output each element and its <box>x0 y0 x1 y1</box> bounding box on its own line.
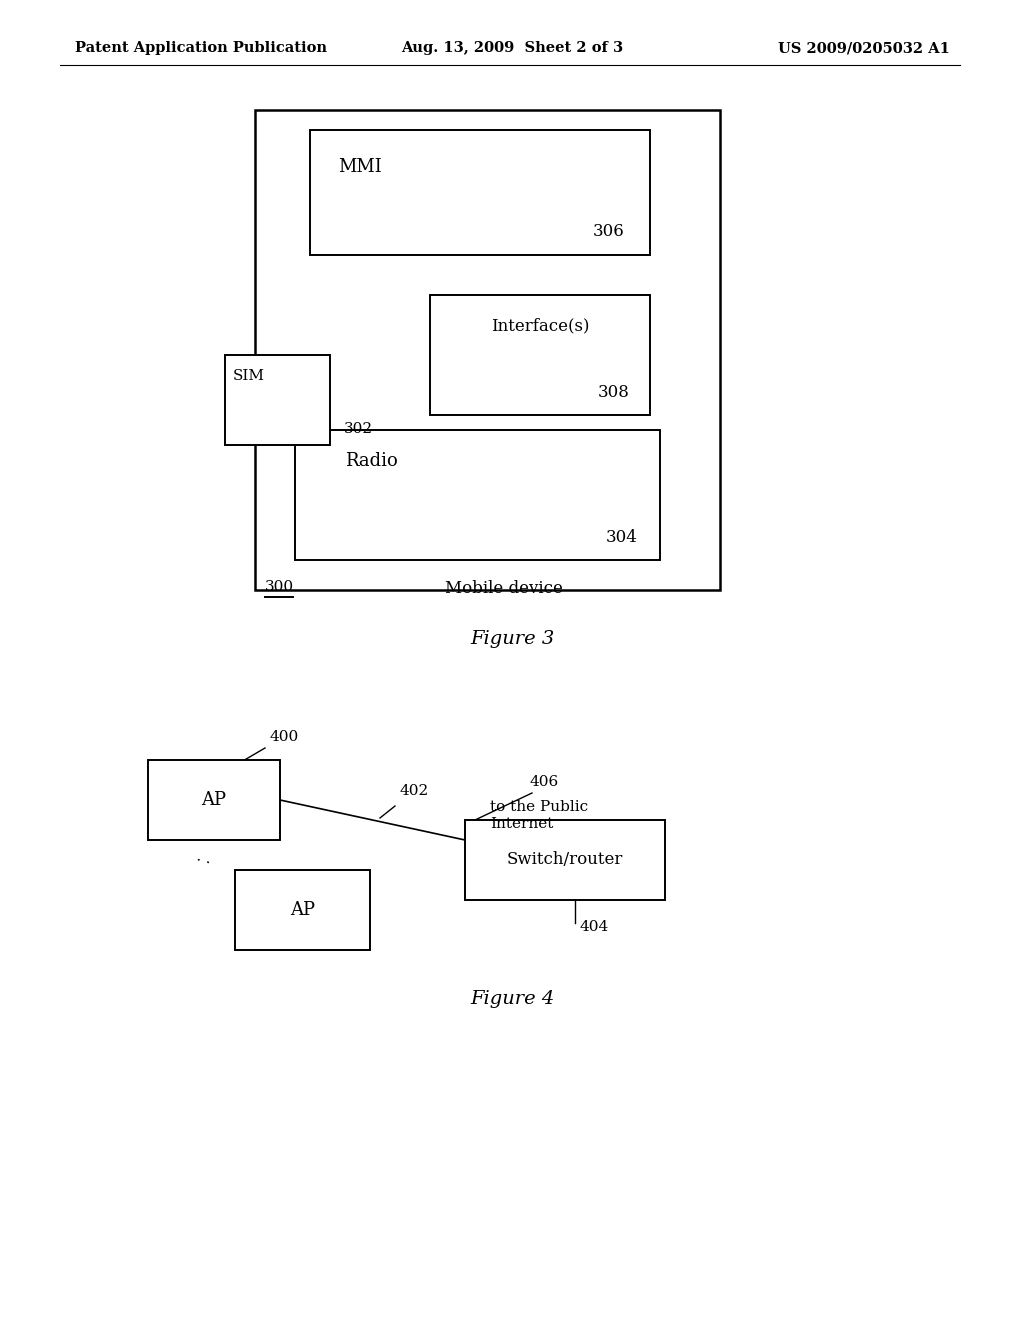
Bar <box>295 430 660 560</box>
Text: Figure 4: Figure 4 <box>470 990 554 1008</box>
Text: 308: 308 <box>598 384 630 401</box>
Text: Switch/router: Switch/router <box>507 851 624 869</box>
Text: US 2009/0205032 A1: US 2009/0205032 A1 <box>778 41 950 55</box>
Text: Patent Application Publication: Patent Application Publication <box>75 41 327 55</box>
Bar <box>234 870 370 950</box>
Text: to the Public
Internet: to the Public Internet <box>490 800 588 832</box>
Text: 406: 406 <box>530 775 559 789</box>
Text: 402: 402 <box>400 784 429 799</box>
Text: AP: AP <box>290 902 315 919</box>
Bar <box>255 110 720 590</box>
Text: 404: 404 <box>580 920 609 935</box>
Bar <box>225 355 330 445</box>
Text: MMI: MMI <box>338 158 382 176</box>
Text: 302: 302 <box>344 422 373 436</box>
Text: Radio: Radio <box>345 451 397 470</box>
Text: 304: 304 <box>606 529 638 546</box>
Text: . .: . . <box>195 849 213 867</box>
Bar <box>310 129 650 255</box>
Bar <box>465 820 665 900</box>
Text: 306: 306 <box>593 223 625 240</box>
Text: Interface(s): Interface(s) <box>490 317 589 334</box>
Text: SIM: SIM <box>233 370 265 383</box>
Text: 300: 300 <box>265 579 294 594</box>
Bar <box>430 294 650 414</box>
Bar <box>148 760 280 840</box>
Text: Aug. 13, 2009  Sheet 2 of 3: Aug. 13, 2009 Sheet 2 of 3 <box>401 41 623 55</box>
Text: Figure 3: Figure 3 <box>470 630 554 648</box>
Text: AP: AP <box>202 791 226 809</box>
Text: Mobile device: Mobile device <box>445 579 563 597</box>
Text: 400: 400 <box>270 730 299 744</box>
